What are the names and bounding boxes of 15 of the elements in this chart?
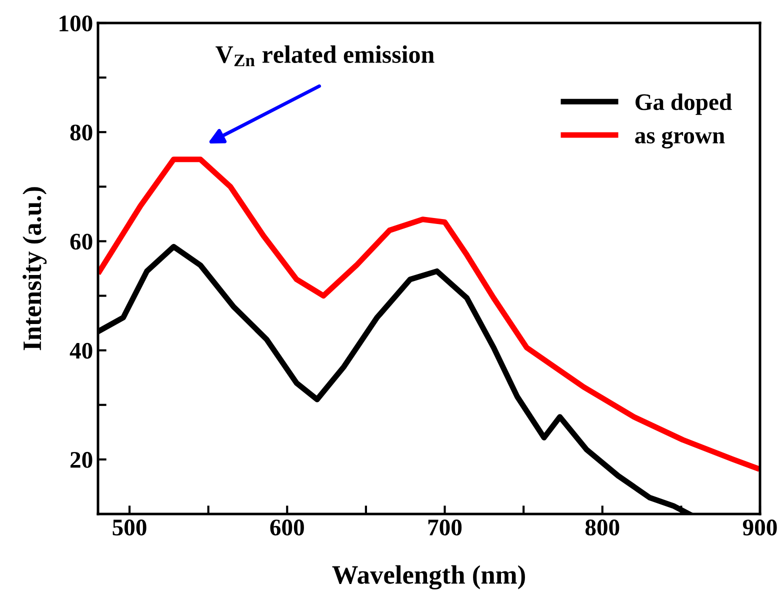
y-tick-label: 40 [70,342,92,359]
x-tick-label: 700 [428,520,462,536]
annotation: V$_{Zn}$ related emission [216,45,434,66]
y-axis-title: Intensity (a.u.) [22,187,47,350]
legend-label: as grown [635,131,725,148]
x-tick-label: 500 [112,520,146,536]
y-tick-label: 20 [70,452,92,468]
legend-label: Ga doped [636,93,732,115]
x-axis-title: Wavelength (nm) [332,565,525,590]
y-tick-label: 100 [60,15,92,32]
x-tick-label: 900 [742,520,777,536]
y-tick-label: 60 [70,234,92,250]
x-tick-label: 600 [270,520,304,536]
x-tick-label: 800 [585,520,620,536]
y-tick-label: 80 [70,124,92,141]
